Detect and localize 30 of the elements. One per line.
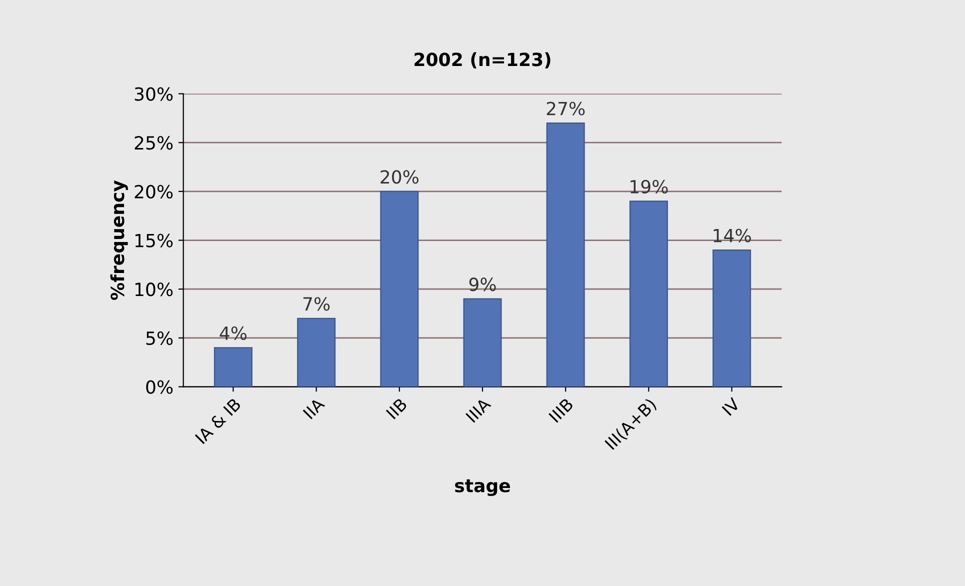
bar [712,249,752,387]
bar [629,200,668,387]
x-tick-label: IA & IB [194,398,242,444]
data-label: 4% [220,326,247,340]
x-tick-label: IIA [302,396,326,420]
x-tick-label: IIIB [548,398,574,423]
y-axis-title: %frequency [110,180,128,300]
y-tick-label: 25% [134,136,173,150]
x-tick-label: IV [722,396,741,416]
bar [546,122,585,387]
data-label: 19% [630,180,668,194]
data-label: 9% [469,278,496,292]
x-tick-label: IIB [386,398,408,420]
y-tick-label: 10% [135,282,173,296]
data-label: 7% [303,297,330,311]
y-tick-label: 30% [134,87,173,101]
y-tick-label: 5% [146,331,173,346]
x-tick-label: IIIA [466,396,492,423]
y-tick-label: 15% [135,234,173,248]
bar [463,298,502,387]
x-axis-title: stage [455,479,510,496]
data-label: 20% [380,170,418,184]
data-label: 14% [714,228,751,242]
chart-title: 2002 (n=123) [414,52,550,68]
y-tick-label: 20% [134,184,173,199]
data-label: 27% [546,102,585,116]
bar [297,318,336,387]
bar [214,347,252,387]
y-tick-label: 0% [146,380,173,394]
bar [380,190,419,387]
